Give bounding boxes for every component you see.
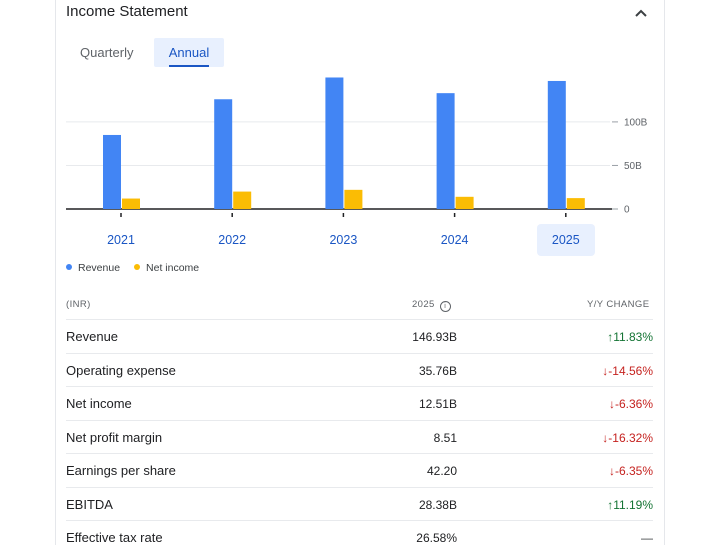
table-row: Net income 12.51B ↓-6.36% (66, 386, 653, 420)
row-label: Net profit margin (66, 429, 163, 445)
row-label: Effective tax rate (66, 530, 163, 545)
x-tick-label[interactable]: 2023 (329, 233, 357, 247)
row-label: Net income (66, 396, 132, 411)
section-title: Income Statement (66, 3, 188, 20)
row-value: 42.20 (426, 464, 457, 478)
revenue-bar (325, 77, 344, 209)
table-row: Effective tax rate 26.58% — (66, 520, 653, 554)
row-label: Revenue (66, 329, 119, 344)
income-chart: 100B 50B 0 2021 2022 2023 2024 2025 (66, 77, 648, 247)
arrow-down-icon: ↓ (608, 397, 615, 411)
tab-annual-label: Annual (168, 45, 210, 60)
net-income-bar (122, 198, 140, 209)
row-label: Operating expense (66, 362, 176, 378)
row-change: ↓-6.35% (608, 464, 653, 478)
row-change: ↑11.19% (607, 497, 653, 512)
selected-year-highlight (537, 224, 595, 256)
info-icon[interactable]: i (439, 301, 451, 312)
arrow-up-icon: ↑ (607, 497, 614, 512)
revenue-dot-icon (66, 264, 72, 270)
y-tick-label: 100B (624, 117, 648, 128)
table-row: Revenue 146.93B ↑11.83% (66, 319, 653, 353)
x-tick-label[interactable]: 2021 (107, 233, 135, 247)
row-change: — (641, 531, 653, 545)
net-income-dot-icon (134, 264, 141, 270)
row-label: Earnings per share (66, 463, 176, 478)
revenue-bar (103, 134, 121, 209)
table-row: Earnings per share 42.20 ↓-6.35% (66, 453, 653, 487)
x-tick-label[interactable]: 2024 (441, 233, 469, 247)
row-change: ↑11.83% (607, 330, 653, 344)
year-header: 2025 i (412, 299, 451, 312)
currency-header: (INR) (66, 299, 91, 310)
row-value: 28.38B (418, 497, 457, 512)
net-income-bar (344, 189, 363, 209)
row-value: 35.76B (418, 363, 457, 378)
net-income-bar (566, 198, 585, 209)
net-income-bar (233, 191, 252, 209)
row-value: 146.93B (412, 330, 457, 344)
revenue-bar (547, 80, 566, 209)
table-row: Net profit margin 8.51 ↓-16.32% (66, 419, 653, 454)
chevron-up-icon[interactable] (632, 4, 650, 22)
legend-revenue: Revenue (66, 262, 120, 274)
row-change: ↓-6.36% (608, 397, 653, 411)
table-row: EBITDA 28.38B ↑11.19% (66, 486, 653, 521)
row-value: 26.58% (416, 531, 457, 545)
row-label: EBITDA (66, 496, 113, 512)
arrow-up-icon: ↑ (607, 330, 614, 344)
change-header: Y/Y CHANGE (587, 299, 650, 310)
table-row: Operating expense 35.76B ↓-14.56% (66, 352, 653, 387)
net-income-bar (455, 196, 474, 209)
row-value: 8.51 (433, 430, 457, 445)
arrow-down-icon: ↓ (602, 363, 609, 378)
row-change: ↓-16.32% (602, 430, 653, 445)
legend-net-income: Net income (134, 262, 199, 274)
arrow-down-icon: ↓ (602, 430, 609, 445)
revenue-bar (436, 93, 455, 209)
tab-active-indicator (169, 65, 209, 67)
y-tick-label: 50B (624, 161, 642, 172)
x-tick-label[interactable]: 2025 (552, 233, 580, 247)
tab-annual[interactable]: Annual (154, 38, 224, 67)
row-change: ↓-14.56% (602, 363, 653, 378)
chart-legend: Revenue Net income (66, 262, 199, 274)
row-value: 12.51B (418, 397, 457, 411)
y-tick-label: 0 (624, 205, 630, 216)
x-tick-label[interactable]: 2022 (218, 233, 246, 247)
arrow-down-icon: ↓ (608, 464, 615, 478)
tab-quarterly[interactable]: Quarterly (80, 45, 134, 60)
revenue-bar (214, 99, 233, 209)
